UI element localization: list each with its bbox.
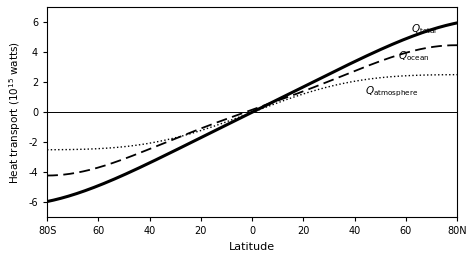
Text: $Q_\mathrm{ocean}$: $Q_\mathrm{ocean}$ (398, 49, 430, 63)
X-axis label: Latitude: Latitude (229, 242, 275, 252)
Text: $Q_\mathrm{atmosphere}$: $Q_\mathrm{atmosphere}$ (365, 85, 419, 99)
Y-axis label: Heat transport ($10^{15}$ watts): Heat transport ($10^{15}$ watts) (7, 41, 23, 184)
Text: $Q_\mathrm{total}$: $Q_\mathrm{total}$ (411, 23, 437, 37)
